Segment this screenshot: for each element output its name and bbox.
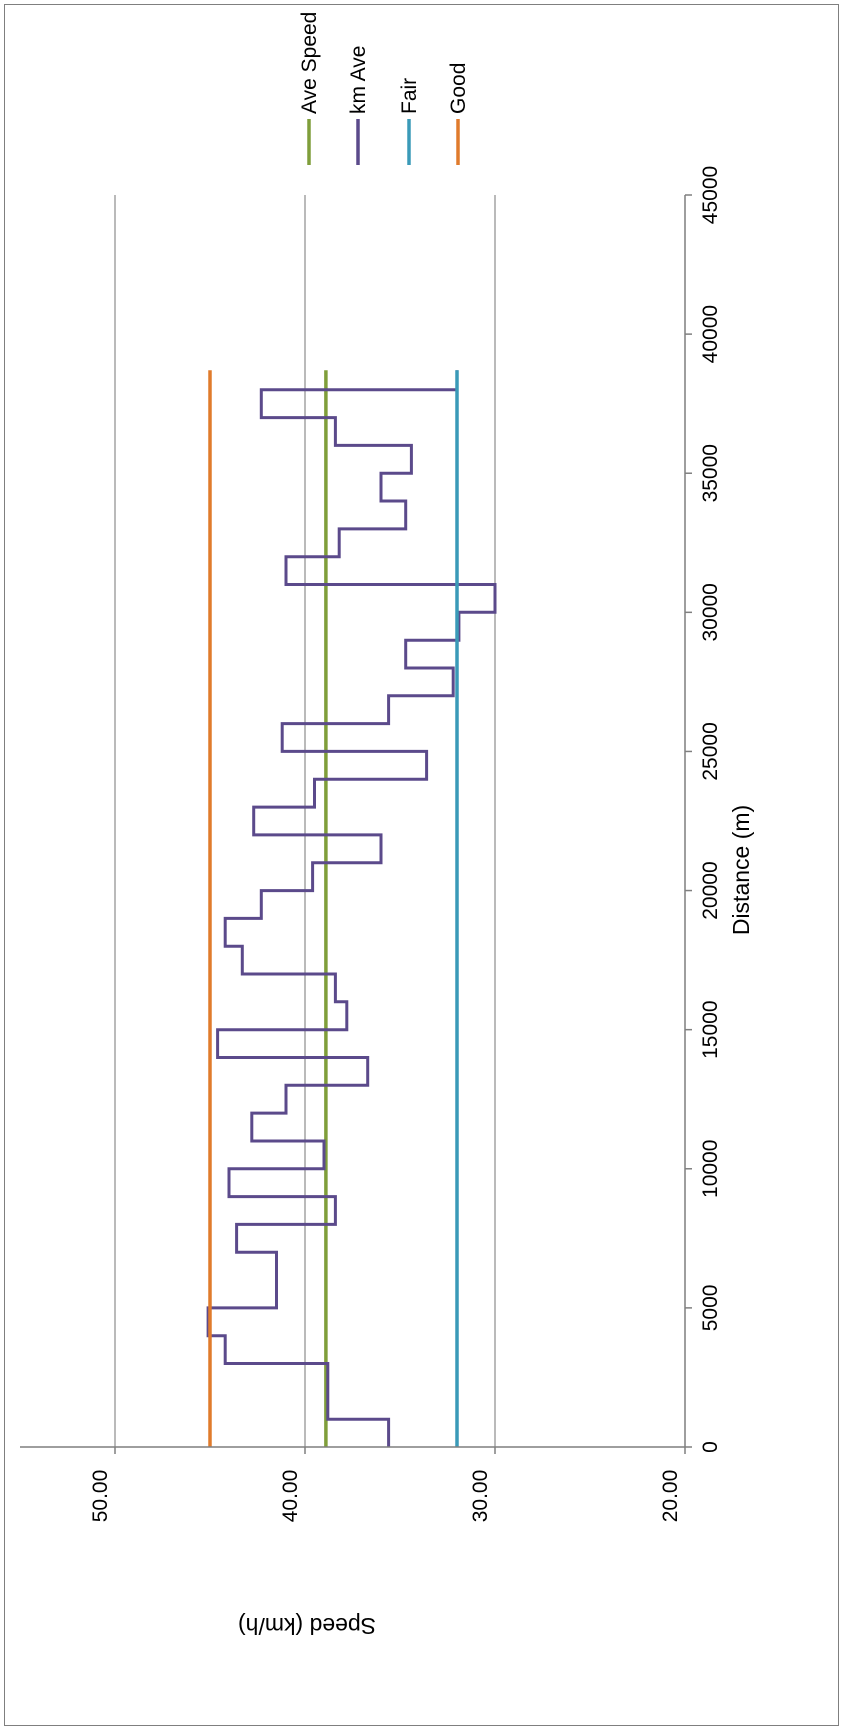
legend-label-good: Good <box>447 63 470 114</box>
x-tick-label-0: 0 <box>699 1441 722 1453</box>
x-tick-label-5000: 5000 <box>699 1285 722 1332</box>
y-tick-label-50: 50.00 <box>89 1470 112 1523</box>
x-tick-label-30000: 30000 <box>699 583 722 641</box>
y-tick-label-40: 40.00 <box>279 1470 302 1523</box>
grid-lines <box>114 195 496 1447</box>
legend: Ave Speed km Ave Fair Good <box>298 12 470 165</box>
x-tick-label-10000: 10000 <box>699 1140 722 1198</box>
legend-label-km-ave: km Ave <box>347 46 370 114</box>
x-tick-label-35000: 35000 <box>699 444 722 502</box>
x-tick-label-15000: 15000 <box>699 1000 722 1058</box>
y-axis-ticks: 20.00 30.00 40.00 50.00 <box>89 1447 686 1523</box>
x-tick-label-40000: 40000 <box>699 305 722 363</box>
x-axis-title: Distance (m) <box>728 805 754 935</box>
x-tick-label-20000: 20000 <box>699 861 722 919</box>
y-tick-label-20: 20.00 <box>659 1470 682 1523</box>
axes <box>20 195 686 1448</box>
legend-label-ave-speed: Ave Speed <box>298 12 321 114</box>
series-lines <box>206 370 497 1447</box>
x-tick-label-45000: 45000 <box>699 166 722 224</box>
chart-frame <box>4 4 839 1726</box>
x-tick-label-25000: 25000 <box>699 722 722 780</box>
legend-label-fair: Fair <box>398 78 421 114</box>
y-tick-label-30: 30.00 <box>469 1470 492 1523</box>
x-axis-ticks: 0 5000 10000 15000 20000 25000 30000 35000 40000… <box>685 166 722 1453</box>
y-axis-title: Speed (km/h) <box>238 1613 376 1639</box>
series-line-km-ave <box>206 370 497 1447</box>
